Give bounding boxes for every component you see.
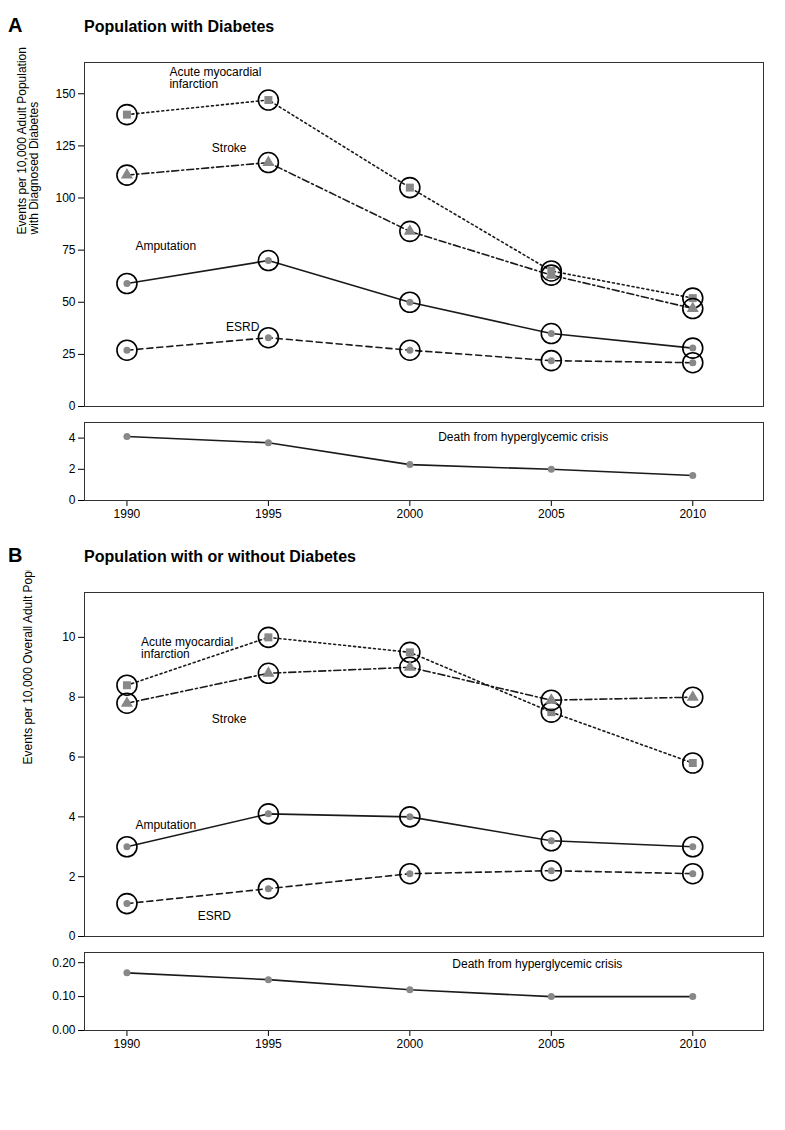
svg-text:2005: 2005 — [538, 507, 565, 521]
html-text:Population with Diabetes: Population with Diabetes — [84, 18, 275, 35]
svg-text:0.00: 0.00 — [52, 1023, 76, 1037]
svg-text:25: 25 — [62, 347, 76, 361]
svg-text:2005: 2005 — [538, 1037, 565, 1051]
svg-text:Events per 10,000 Overall Adul: Events per 10,000 Overall Adult Populati… — [21, 570, 35, 765]
svg-text:0: 0 — [69, 493, 76, 507]
svg-text:1995: 1995 — [255, 1037, 282, 1051]
svg-text:0.10: 0.10 — [52, 989, 76, 1003]
svg-text:2010: 2010 — [679, 507, 706, 521]
svg-text:Death from hyperglycemic crisi: Death from hyperglycemic crisis — [452, 957, 622, 971]
svg-text:8: 8 — [69, 690, 76, 704]
svg-text:10: 10 — [62, 630, 76, 644]
html-text:Population with or without Dia: Population with or without Diabetes — [84, 548, 356, 565]
html-text:A: A — [8, 14, 23, 36]
svg-text:2: 2 — [69, 870, 76, 884]
svg-text:4: 4 — [69, 431, 76, 445]
svg-text:150: 150 — [55, 87, 75, 101]
svg-text:100: 100 — [55, 191, 75, 205]
svg-text:4: 4 — [69, 810, 76, 824]
svg-text:0: 0 — [69, 929, 76, 942]
svg-text:75: 75 — [62, 243, 76, 257]
svg-text:0: 0 — [69, 399, 76, 412]
svg-text:Events per 10,000 Adult Popula: Events per 10,000 Adult Populationwith D… — [15, 47, 41, 235]
svg-text:Death from hyperglycemic crisi: Death from hyperglycemic crisis — [438, 430, 608, 444]
svg-text:2000: 2000 — [397, 507, 424, 521]
svg-text:50: 50 — [62, 295, 76, 309]
svg-text:2010: 2010 — [679, 1037, 706, 1051]
svg-text:6: 6 — [69, 750, 76, 764]
svg-text:1990: 1990 — [114, 507, 141, 521]
svg-text:Amputation: Amputation — [135, 239, 196, 253]
svg-text:ESRD: ESRD — [198, 909, 232, 923]
svg-text:2: 2 — [69, 462, 76, 476]
svg-text:Acute myocardialinfarction: Acute myocardialinfarction — [169, 65, 261, 91]
svg-text:ESRD: ESRD — [226, 320, 260, 334]
svg-text:Stroke: Stroke — [212, 141, 247, 155]
svg-text:2000: 2000 — [397, 1037, 424, 1051]
svg-text:1990: 1990 — [114, 1037, 141, 1051]
svg-text:Acute myocardialinfarction: Acute myocardialinfarction — [141, 635, 233, 661]
html-text:B: B — [8, 544, 23, 566]
svg-text:1995: 1995 — [255, 507, 282, 521]
svg-text:0.20: 0.20 — [52, 956, 76, 970]
svg-text:125: 125 — [55, 139, 75, 153]
svg-text:Stroke: Stroke — [212, 712, 247, 726]
svg-text:Amputation: Amputation — [135, 818, 196, 832]
